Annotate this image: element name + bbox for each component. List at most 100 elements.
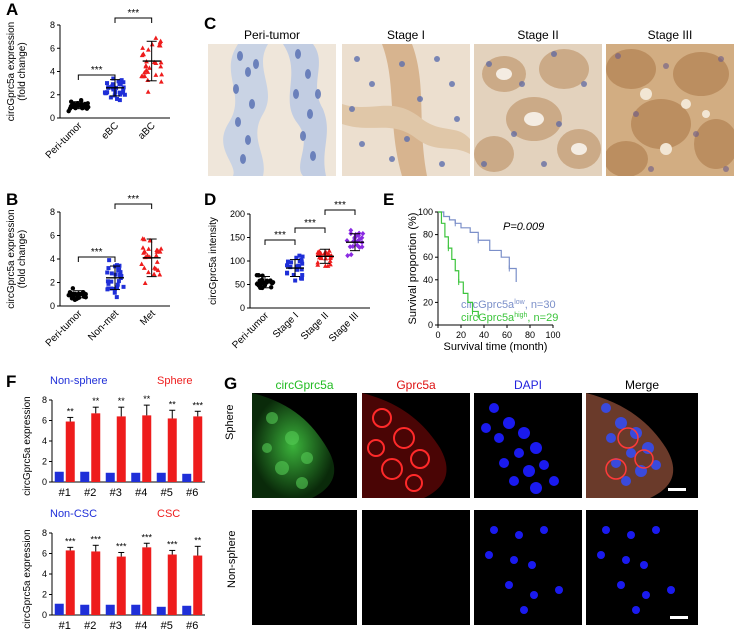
data-point	[158, 246, 164, 251]
data-point	[141, 265, 147, 270]
sig-marker: ***	[91, 247, 103, 258]
f-bar-treated	[167, 418, 177, 482]
y-tick-label: 4	[50, 67, 55, 77]
data-point	[105, 279, 110, 284]
f-sig-marker: **	[67, 406, 75, 416]
sig-marker: ***	[127, 8, 139, 19]
data-point	[140, 73, 146, 79]
if-image-nonsphere-gprc5a	[362, 510, 470, 625]
sig-marker: ***	[91, 65, 103, 76]
data-point	[149, 41, 155, 47]
data-point	[153, 35, 159, 40]
data-point	[141, 236, 147, 242]
y-tick-label: 8	[50, 20, 55, 30]
if-image-nonsphere-merge	[586, 510, 698, 625]
g-header-dapi: DAPI	[513, 378, 542, 392]
data-point	[256, 283, 261, 288]
f-x-tick-label: #5	[161, 487, 173, 499]
panel-c-header-stage2: Stage II	[517, 28, 559, 42]
data-point	[143, 63, 149, 68]
f-bar-treated	[65, 550, 75, 615]
data-point	[296, 263, 301, 268]
data-point	[111, 76, 116, 81]
x-tick-label: aBC	[136, 120, 158, 142]
panel-label-b: B	[6, 190, 19, 209]
x-tick-label: Stage II	[299, 310, 331, 342]
data-point	[153, 60, 159, 66]
y-tick-label: 8	[50, 207, 55, 217]
sig-bracket	[114, 17, 153, 23]
data-point	[316, 255, 322, 260]
data-point	[153, 266, 159, 271]
e-survival-curve	[438, 211, 479, 319]
data-point	[157, 39, 163, 45]
data-point	[315, 260, 321, 265]
y-axis-label: circGprc5a expression	[6, 22, 17, 121]
g-header-gprc5a: Gprc5a	[396, 378, 436, 392]
f-x-tick-label: #3	[110, 620, 122, 632]
data-point	[116, 279, 121, 284]
data-point	[109, 279, 114, 284]
data-point	[353, 231, 359, 238]
data-point	[70, 286, 76, 291]
f-y-tick-label: 8	[42, 395, 47, 405]
data-point	[158, 63, 164, 69]
panel-e-chart: P=0.009 circGprc5alow, n=30 circGprc5ahi…	[407, 207, 561, 353]
x-tick-label: Peri-tumor	[44, 120, 85, 161]
f-bar-control	[131, 604, 141, 615]
data-point	[285, 270, 290, 275]
data-point	[288, 265, 293, 270]
data-point	[106, 266, 111, 271]
f-bar-control	[54, 603, 64, 615]
y-axis-label: circGprc5a intensity	[208, 217, 219, 305]
f-bar-control	[156, 606, 166, 615]
y-tick-label: 2	[50, 278, 55, 288]
panel-b-chart: 0 2 4 6 8 circGprc5a expression (fold change) P…	[6, 194, 170, 349]
e-x-tick-label: 20	[456, 330, 466, 340]
e-y-tick-label: 40	[423, 275, 433, 285]
data-point	[299, 267, 304, 272]
sig-marker: ***	[334, 200, 346, 211]
f-x-tick-label: #4	[135, 487, 147, 499]
e-x-tick-label: 100	[545, 330, 560, 340]
data-point	[117, 98, 122, 103]
sig-bracket	[77, 74, 116, 80]
x-tick-label: Stage I	[271, 310, 301, 340]
data-point	[153, 72, 159, 77]
panel-label-a: A	[6, 0, 19, 19]
f-x-tick-label: #5	[161, 620, 173, 632]
panel-a-chart: 0 2 4 6 8 circGprc5a expression (fold change) P…	[6, 8, 170, 161]
ihc-image-stage-3	[606, 44, 734, 176]
sig-bracket	[294, 227, 326, 233]
f-bar-treated	[167, 554, 177, 615]
e-x-tick-label: 80	[525, 330, 535, 340]
y-tick-label: 150	[230, 233, 245, 243]
f-sig-marker: ***	[116, 541, 127, 551]
sig-marker: ***	[274, 230, 286, 241]
data-point	[345, 253, 351, 259]
f-y-tick-label: 2	[42, 590, 47, 600]
data-point	[140, 245, 146, 250]
data-point	[315, 249, 321, 255]
e-x-tick-label: 0	[435, 330, 440, 340]
data-point	[142, 249, 148, 254]
data-point	[145, 69, 151, 74]
data-point	[315, 262, 321, 267]
e-survival-curve	[438, 211, 517, 283]
f-bar-control	[105, 604, 115, 615]
if-image-sphere-gprc5a	[362, 393, 470, 498]
panel-f-bottom-chart: Non-CSC CSC 0 2 4 6 8 circGprc5a expression *** #…	[22, 508, 205, 632]
data-point	[140, 45, 146, 50]
if-image-sphere-merge	[586, 393, 698, 498]
data-point	[327, 258, 333, 263]
e-x-axis-label: Survival time (month)	[444, 341, 548, 353]
g-row-label-sphere: Sphere	[224, 404, 236, 440]
data-point	[105, 81, 110, 86]
data-point	[154, 247, 160, 252]
ihc-image-stage-1	[342, 44, 470, 176]
f-bar-control	[182, 605, 192, 615]
data-point	[111, 87, 116, 92]
data-point	[115, 282, 120, 287]
f-x-tick-label: #4	[135, 620, 147, 632]
ihc-image-stage-2	[474, 44, 602, 176]
